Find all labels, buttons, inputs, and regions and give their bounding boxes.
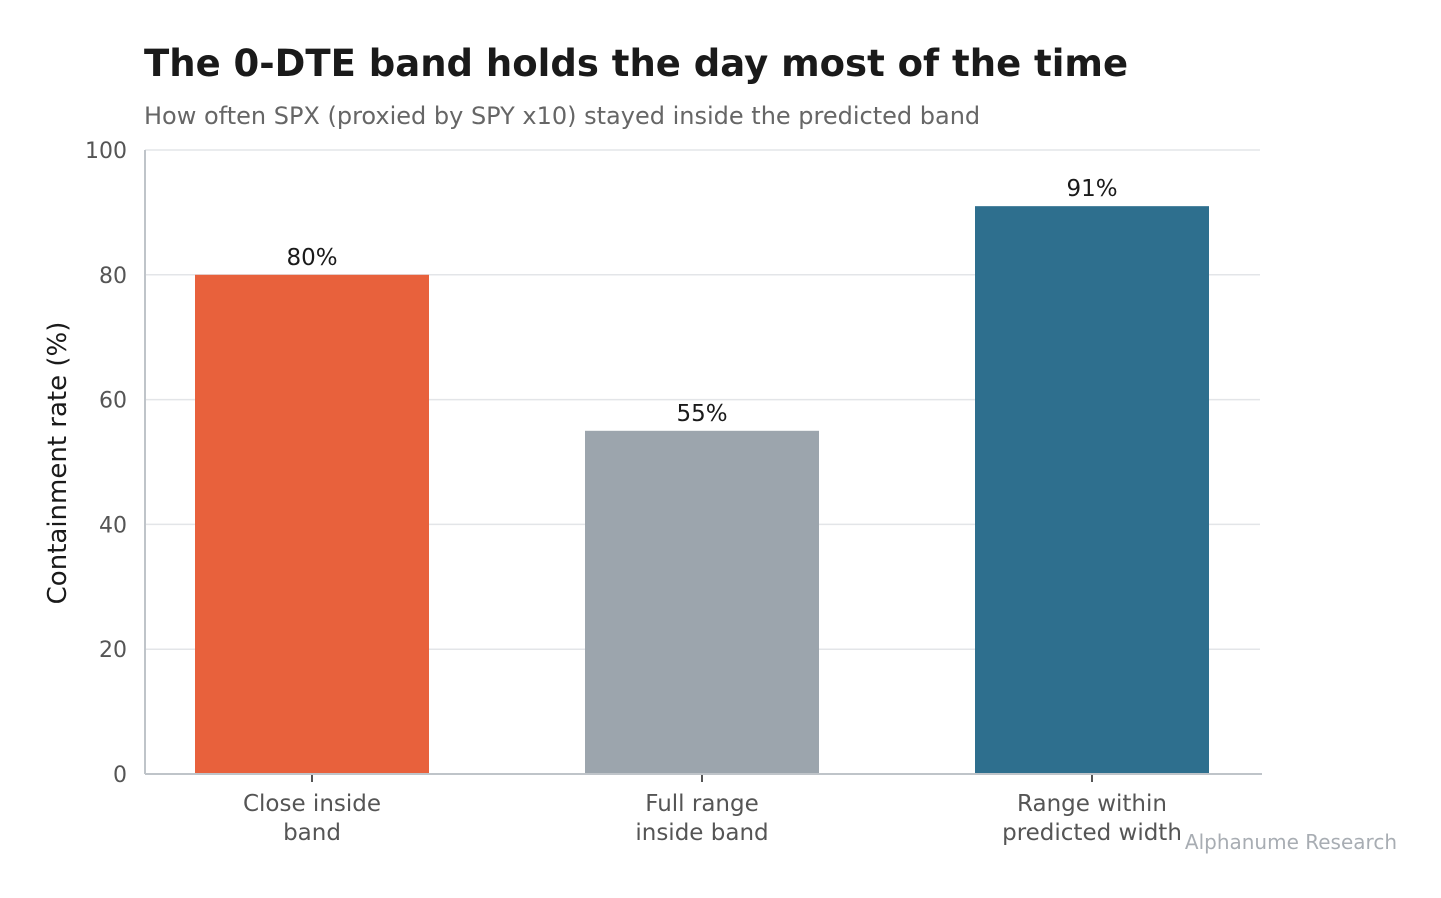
bars (195, 206, 1209, 774)
bar-value-label: 80% (286, 245, 337, 271)
x-category-label: Close inside band (243, 791, 381, 846)
chart-title: The 0-DTE band holds the day most of the… (144, 42, 1128, 85)
data-labels: 80% 55% 91% (286, 176, 1117, 427)
bar-value-label: 91% (1066, 176, 1117, 202)
x-category-label: Range within predicted width (1002, 791, 1182, 846)
x-category-label: Full range inside band (635, 791, 768, 846)
source-credit: Alphanume Research (1185, 830, 1397, 854)
bar (195, 274, 429, 774)
y-tick-label: 20 (99, 638, 127, 663)
y-tick-label: 0 (113, 763, 127, 788)
y-tick-label: 60 (99, 389, 127, 414)
x-axis-categories: Close inside band Full range inside band Ran… (243, 774, 1182, 846)
y-axis-label: Containment rate (%) (43, 322, 73, 605)
y-tick-label: 40 (99, 513, 127, 538)
y-axis-ticks: 0 20 40 60 80 100 (85, 139, 127, 788)
chart-subtitle: How often SPX (proxied by SPY x10) staye… (144, 102, 980, 130)
bar-value-label: 55% (676, 401, 727, 427)
y-tick-label: 100 (85, 139, 127, 164)
bar (585, 430, 819, 774)
y-tick-label: 80 (99, 264, 127, 289)
bar (975, 206, 1209, 774)
